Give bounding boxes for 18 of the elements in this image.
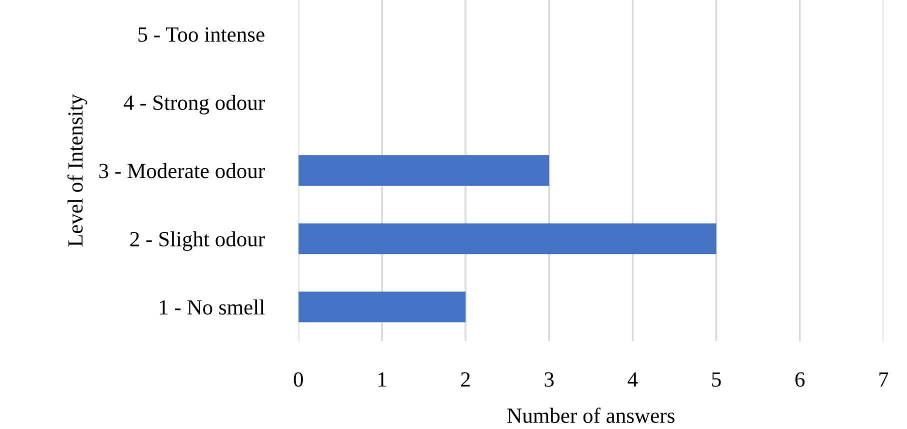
x-tick-label: 0 [294, 372, 303, 387]
x-axis-title: Number of answers [507, 408, 674, 423]
x-tick-label: 6 [795, 372, 805, 387]
x-tick-label: 1 [378, 372, 386, 387]
y-axis-title: Level of Intensity [67, 94, 88, 246]
y-tick-label: 2 - Slight odour [130, 231, 265, 251]
bar [298, 292, 466, 322]
y-tick-label: 4 - Strong odour [124, 94, 265, 114]
x-tick-label: 3 [544, 372, 554, 387]
x-tick-label: 2 [461, 372, 470, 387]
y-tick-label: 5 - Too intense [138, 27, 264, 42]
y-tick-label: 1 - No smell [160, 299, 265, 315]
x-tick-label: 5 [712, 372, 721, 387]
x-tick-label: 4 [628, 372, 638, 387]
x-tick-label: 7 [879, 372, 888, 387]
y-tick-label: 3 - Moderate odour [99, 163, 265, 178]
bar [298, 155, 550, 186]
bar [298, 223, 716, 254]
